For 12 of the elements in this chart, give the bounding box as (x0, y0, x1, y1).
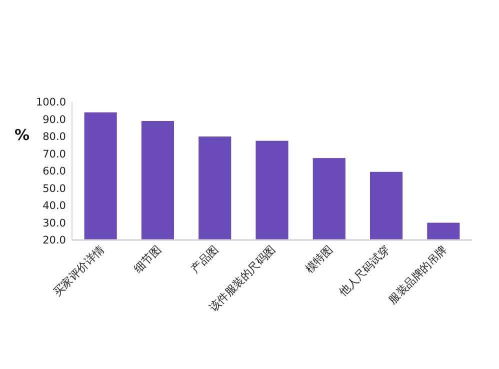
y-axis-title: % (14, 126, 30, 144)
y-tick-label: 100.0 (36, 96, 66, 109)
y-tick-label: 60.0 (42, 166, 66, 178)
x-tick-label: 产品图 (188, 242, 221, 276)
y-tick-label: 50.0 (42, 182, 66, 195)
x-tick-label: 细节图 (131, 242, 164, 276)
y-tick-label: 90.0 (42, 114, 66, 126)
x-tick-label: 模特图 (303, 244, 336, 276)
y-tick-label: 40.0 (42, 200, 66, 212)
y-tick-label: 80.0 (42, 131, 66, 144)
y-tick-label: 30.0 (42, 217, 66, 230)
y-tick-label: 70.0 (42, 148, 66, 160)
